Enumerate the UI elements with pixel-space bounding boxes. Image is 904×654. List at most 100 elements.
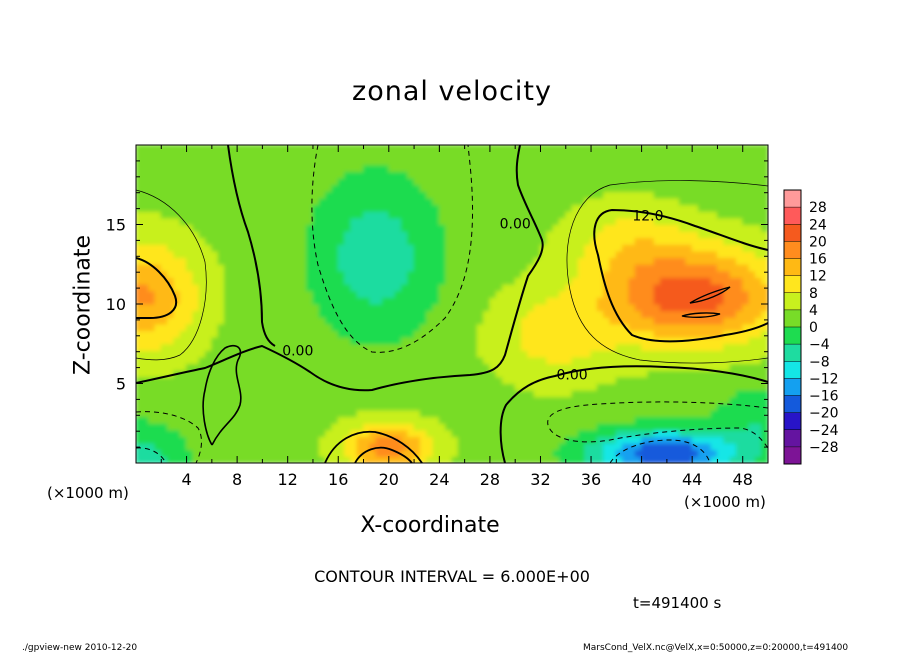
heatmap-cell (445, 303, 453, 312)
heatmap-cell (502, 376, 510, 384)
heatmap-cell (761, 283, 768, 292)
heatmap-cell (685, 316, 693, 325)
heatmap-cell (344, 270, 352, 278)
heatmap-cell (748, 429, 756, 437)
heatmap-cell (457, 217, 466, 225)
heatmap-cell (141, 283, 150, 292)
heatmap-cell (584, 145, 592, 153)
heatmap-cell (679, 270, 687, 278)
heatmap-cell (565, 217, 573, 225)
heatmap-cell (552, 356, 560, 365)
heatmap-cell (325, 184, 333, 192)
heatmap-cell (167, 402, 175, 411)
heatmap-cell (154, 409, 162, 418)
heatmap-cell (622, 356, 630, 365)
heatmap-cell (413, 171, 421, 179)
heatmap-cell (483, 449, 491, 457)
heatmap-cell (502, 343, 510, 351)
heatmap-cell (748, 296, 756, 305)
heatmap-cell (413, 310, 421, 318)
heatmap-cell (716, 343, 725, 351)
heatmap-cell (375, 336, 383, 345)
heatmap-cell (167, 422, 175, 431)
heatmap-cell (223, 204, 232, 212)
heatmap-cell (660, 442, 668, 451)
heatmap-cell (571, 151, 579, 159)
heatmap-cell (672, 369, 681, 378)
heatmap-cell (527, 429, 535, 437)
heatmap-cell (426, 436, 434, 444)
heatmap-cell (527, 316, 535, 325)
heatmap-cell (653, 436, 662, 444)
heatmap-cell (735, 171, 744, 179)
heatmap-cell (236, 164, 244, 172)
heatmap-cell (198, 449, 207, 457)
heatmap-cell (502, 210, 510, 219)
heatmap-cell (211, 277, 219, 285)
heatmap-cell (230, 270, 238, 278)
heatmap-cell (148, 243, 156, 252)
heatmap-cell (407, 383, 415, 391)
heatmap-cell (312, 204, 320, 212)
heatmap-cell (748, 396, 756, 404)
heatmap-cell (552, 164, 560, 172)
heatmap-cell (590, 184, 598, 192)
heatmap-cell (363, 270, 371, 278)
heatmap-cell (552, 369, 560, 378)
heatmap-cell (274, 296, 282, 305)
heatmap-cell (160, 455, 169, 463)
heatmap-cell (495, 204, 504, 212)
heatmap-cell (457, 290, 466, 298)
heatmap-cell (742, 369, 750, 378)
heatmap-cell (293, 296, 301, 305)
heatmap-cell (318, 263, 327, 272)
heatmap-cell (641, 409, 649, 418)
heatmap-cell (634, 303, 643, 312)
heatmap-cell (660, 303, 668, 312)
heatmap-cell (508, 436, 516, 444)
heatmap-cell (293, 343, 301, 351)
heatmap-cell (287, 237, 295, 245)
heatmap-cell (653, 250, 662, 259)
heatmap-cell (438, 429, 447, 437)
heatmap-cell (539, 224, 548, 232)
heatmap-cell (236, 330, 244, 338)
heatmap-cell (470, 436, 478, 444)
heatmap-cell (179, 383, 188, 391)
heatmap-cell (457, 316, 466, 325)
heatmap-cell (255, 416, 263, 424)
heatmap-cell (363, 217, 371, 225)
heatmap-cell (603, 429, 611, 437)
heatmap-cell (641, 210, 649, 219)
heatmap-cell (710, 396, 718, 404)
heatmap-cell (483, 369, 491, 378)
heatmap-cell (173, 157, 181, 166)
heatmap-cell (615, 210, 624, 219)
heatmap-cell (546, 356, 554, 365)
heatmap-cell (508, 151, 516, 159)
heatmap-cell (729, 171, 737, 179)
heatmap-cell (344, 151, 352, 159)
footer-left: ./gpview-new 2010-12-20 (22, 643, 138, 653)
heatmap-cell (685, 224, 693, 232)
heatmap-cell (242, 157, 251, 166)
heatmap-cell (148, 237, 156, 245)
heatmap-cell (211, 449, 219, 457)
heatmap-cell (514, 164, 523, 172)
heatmap-cell (622, 409, 630, 418)
heatmap-cell (192, 157, 200, 166)
heatmap-cell (306, 396, 314, 404)
heatmap-cell (223, 389, 232, 398)
heatmap-cell (571, 217, 579, 225)
heatmap-cell (136, 197, 143, 206)
heatmap-cell (470, 356, 478, 365)
heatmap-cell (748, 270, 756, 278)
heatmap-cell (603, 204, 611, 212)
heatmap-cell (179, 224, 188, 232)
heatmap-cell (723, 436, 731, 444)
heatmap-cell (691, 177, 699, 186)
heatmap-cell (337, 429, 346, 437)
heatmap-cell (223, 330, 232, 338)
heatmap-cell (356, 157, 365, 166)
heatmap-cell (413, 290, 421, 298)
